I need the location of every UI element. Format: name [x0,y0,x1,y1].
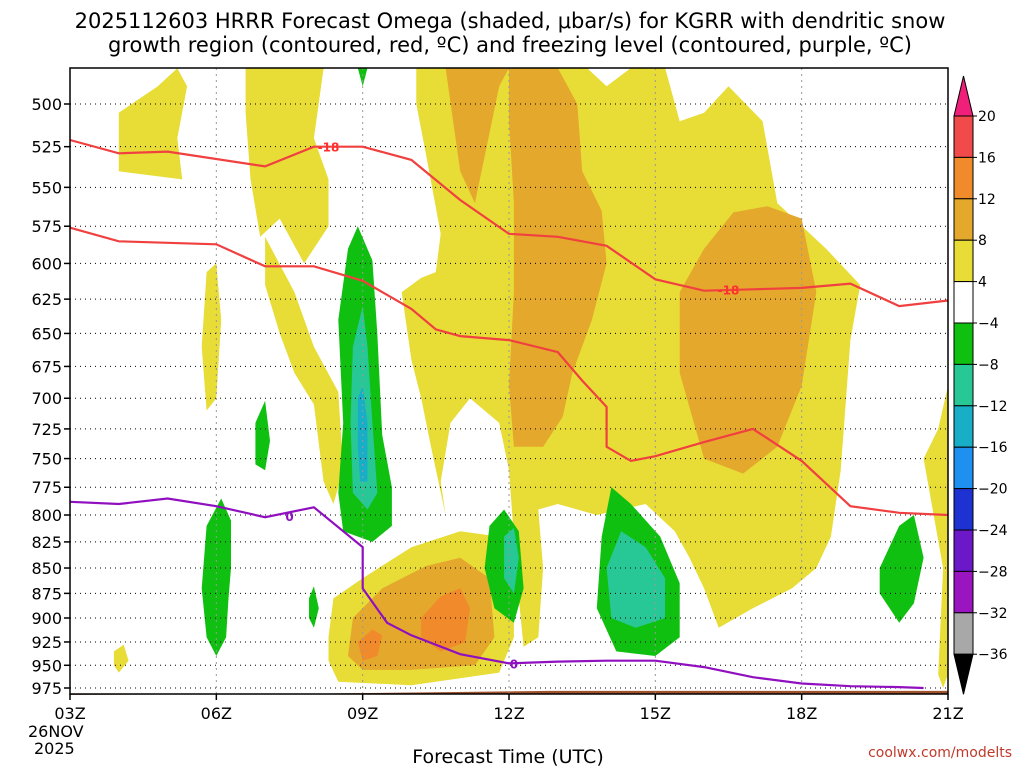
omega-region-downward-12-16-27 [357,385,368,482]
grid-lines [70,68,948,694]
colorbar-label-2: 12 [978,192,996,208]
colorbar-box-12 [953,570,974,614]
colorbar-box-8 [953,405,974,448]
date-label-day: 26NOV [28,722,84,741]
plot-area: -18 -18 0 0 [69,67,949,695]
contour-label-3: 0 [510,657,518,671]
colorbar-box-1 [953,115,974,158]
colorbar-label-12: −32 [978,606,1008,622]
credit-text: coolwx.com/modelts [868,745,1012,761]
y-tick-label-875: 875 [31,584,62,603]
omega-region-downward-4-8-20 [309,586,319,628]
omega-region-upward-4-8-1 [245,68,329,264]
omega-region-upward-8-12-10 [445,68,509,204]
contour-label-1: -18 [718,283,740,297]
y-tick-label-800: 800 [31,506,62,525]
freezing-level-line [69,497,924,690]
x-axis-ticks: 03Z 06Z 09Z 12Z 15Z 18Z 21Z [54,694,964,723]
x-tick-label-09Z: 09Z [347,704,378,723]
colorbar-box-10 [953,488,974,531]
y-tick-label-825: 825 [31,533,62,552]
y-tick-label-500: 500 [31,95,62,114]
omega-region-upward-4-8-2 [265,236,344,505]
colorbar-bottom-arrow [953,653,974,695]
colorbar-box-2 [953,156,974,200]
y-tick-label-550: 550 [31,178,62,197]
y-axis-ticks: 500 525 550 575 600 625 650 675 700 725 750 775 800 8… [31,95,70,698]
x-tick-label-06Z: 06Z [201,704,232,723]
omega-region-upward-12-16-14 [421,588,470,652]
omega-region-downward-4-8-19 [255,400,270,471]
colorbar-label-6: −8 [978,357,999,373]
y-tick-label-975: 975 [31,679,62,698]
omega-region-upward-4-8-8 [923,385,948,688]
y-tick-label-925: 925 [31,633,62,652]
date-label-year: 2025 [34,739,75,758]
omega-region-downward-4-8-16 [357,68,368,87]
y-tick-label-850: 850 [31,559,62,578]
colorbar-top-arrow [953,75,974,117]
omega-region-downward-8-12-25 [504,528,519,594]
contour-labels: -18 -18 0 0 [285,141,740,672]
colorbar-box-13 [953,612,974,655]
colorbar-label-9: −20 [978,482,1008,498]
colorbar: 20 16 12 8 4 −4 −8 −12 −16 −20 −24 −28 −32 −36 [953,75,1008,695]
contour-lines [69,138,949,690]
omega-region-downward-8-12-26 [606,531,666,628]
contour-label-0: -18 [318,141,340,155]
omega-region-downward-4-8-18 [201,498,231,656]
y-tick-label-950: 950 [31,656,62,675]
colorbar-box-6 [953,322,974,365]
y-tick-label-700: 700 [31,389,62,408]
x-tick-label-21Z: 21Z [932,704,963,723]
omega-region-upward-8-12-11 [509,68,607,447]
colorbar-label-3: 8 [978,233,987,249]
colorbar-label-0: 20 [978,109,996,125]
colorbar-label-1: 16 [978,150,996,166]
x-tick-label-12Z: 12Z [493,704,524,723]
y-tick-label-625: 625 [31,290,62,309]
colorbar-box-11 [953,529,974,572]
colorbar-box-7 [953,363,974,407]
x-tick-label-15Z: 15Z [640,704,671,723]
y-tick-label-900: 900 [31,609,62,628]
y-tick-label-575: 575 [31,217,62,236]
y-tick-label-725: 725 [31,420,62,439]
contour-label-2: 0 [285,510,293,524]
omega-region-upward-4-8-4 [113,644,129,673]
colorbar-box-4 [953,239,974,283]
colorbar-label-11: −28 [978,564,1008,580]
y-tick-label-675: 675 [31,357,62,376]
dgz-upper-line [69,138,949,308]
omega-region-upward-4-8-6 [455,277,475,386]
chart-title-line2: growth region (contoured, red, ºC) and f… [108,33,912,57]
x-tick-label-03Z: 03Z [54,704,85,723]
y-tick-label-750: 750 [31,450,62,469]
dgz-lower-line [69,226,949,517]
chart-title-line1: 2025112603 HRRR Forecast Omega (shaded, … [75,9,946,33]
colorbar-box-9 [953,446,974,490]
omega-region-upward-4-8-7 [616,353,685,453]
y-tick-label-650: 650 [31,324,62,343]
omega-region-upward-12-16-15 [357,629,383,661]
colorbar-label-10: −24 [978,523,1008,539]
omega-fills [113,68,948,688]
colorbar-label-4: 4 [978,275,987,291]
omega-region-downward-4-8-23 [879,515,924,623]
colorbar-label-5: −4 [978,316,999,332]
colorbar-box-5 [953,281,974,324]
y-tick-label-600: 600 [31,254,62,273]
omega-region-upward-8-12-12 [679,206,817,474]
x-tick-label-18Z: 18Z [786,704,817,723]
colorbar-box-3 [953,198,974,241]
omega-region-upward-4-8-3 [201,263,222,411]
colorbar-label-13: −36 [978,647,1008,663]
colorbar-label-7: −12 [978,399,1008,415]
x-axis-label: Forecast Time (UTC) [412,746,603,768]
y-tick-label-775: 775 [31,478,62,497]
colorbar-label-8: −16 [978,440,1008,456]
y-tick-label-525: 525 [31,138,62,157]
